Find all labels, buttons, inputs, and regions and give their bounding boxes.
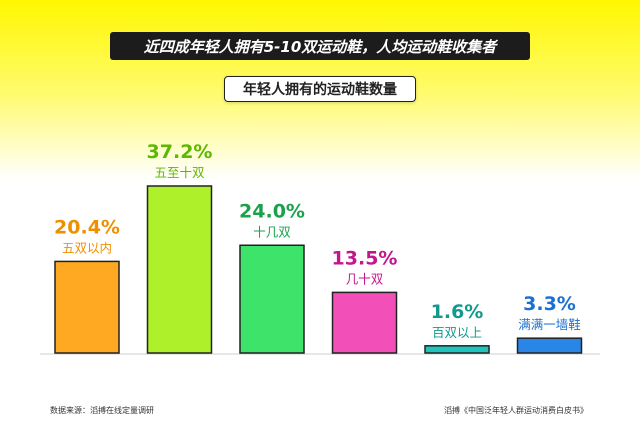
bar-2: [239, 244, 305, 354]
value-label-4: 1.6%: [431, 301, 484, 323]
data-source: 数据来源：滔搏在线定量调研: [50, 406, 154, 415]
bar-5: [516, 337, 583, 354]
value-label-3: 13.5%: [332, 247, 398, 269]
category-label-4: 百双以上: [432, 325, 482, 340]
headline: 近四成年轻人拥有5-10双运动鞋，人均运动鞋收集者: [110, 32, 530, 60]
value-label-1: 37.2%: [147, 141, 213, 163]
value-label-0: 20.4%: [54, 216, 120, 238]
bar-3: [331, 291, 398, 354]
chart-subtitle: 年轻人拥有的运动鞋数量: [224, 76, 416, 102]
category-label-2: 十几双: [253, 224, 291, 239]
value-label-2: 24.0%: [239, 200, 305, 222]
bar-4: [424, 345, 490, 354]
bar-0: [54, 260, 120, 354]
report-credit: 滔搏《中国泛年轻人群运动消费白皮书》: [444, 406, 588, 415]
category-label-5: 满满一墙鞋: [518, 317, 581, 332]
category-label-0: 五双以内: [62, 240, 112, 255]
bar-1: [146, 185, 213, 354]
category-label-1: 五至十双: [154, 165, 205, 180]
category-label-3: 几十双: [346, 271, 384, 286]
value-label-5: 3.3%: [523, 293, 576, 315]
